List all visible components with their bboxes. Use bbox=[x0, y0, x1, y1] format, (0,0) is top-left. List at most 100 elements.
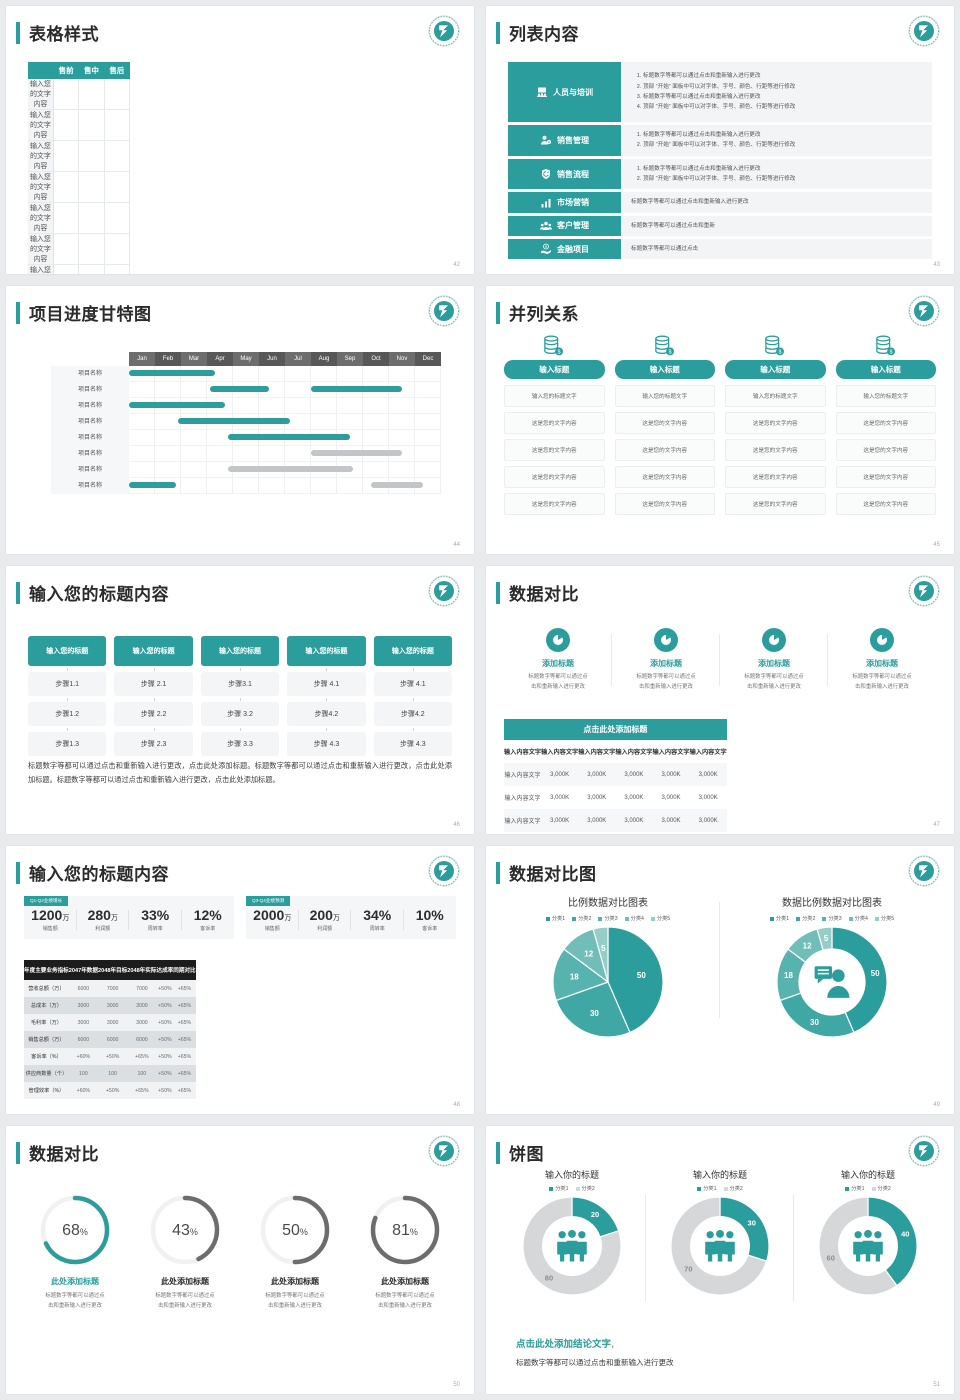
metric-card-title[interactable]: 添加标题 bbox=[758, 659, 790, 668]
step-item[interactable]: 步骤 4.3 bbox=[373, 728, 453, 756]
parallel-cell[interactable]: 输入您的标题文字 bbox=[725, 385, 826, 407]
list-item[interactable]: 市场营销 标题数字等都可以通过点击和重新输入进行更改 bbox=[508, 192, 932, 213]
step-item[interactable]: 步骤4.2 bbox=[373, 698, 453, 726]
step-column-head[interactable]: 输入您的标题 bbox=[287, 636, 366, 666]
parallel-cell[interactable]: 这是您的文字内容 bbox=[725, 439, 826, 461]
step-column-head[interactable]: 输入您的标题 bbox=[373, 636, 453, 666]
step-item[interactable]: 步骤 2.2 bbox=[114, 698, 193, 726]
step-item[interactable]: 步骤 4.1 bbox=[373, 668, 453, 696]
gantt-bar[interactable] bbox=[227, 434, 350, 440]
legend-entry[interactable]: 分类4 bbox=[624, 915, 644, 922]
gantt-row-label: 项目名称 bbox=[51, 413, 129, 430]
table-row: 输入您的文字内容 bbox=[28, 171, 131, 203]
page-title: 饼图 bbox=[509, 1145, 544, 1164]
parallel-column-title[interactable]: 输入标题 bbox=[725, 360, 826, 379]
legend-entry[interactable]: 分类5 bbox=[874, 915, 894, 922]
gantt-bar[interactable] bbox=[129, 370, 215, 376]
legend-entry[interactable]: 分类2 bbox=[871, 1185, 891, 1192]
gantt-bar[interactable] bbox=[370, 482, 423, 488]
legend-entry[interactable]: 分类3 bbox=[598, 915, 618, 922]
parallel-cell[interactable]: 输入您的标题文字 bbox=[835, 385, 936, 407]
list-item[interactable]: 客户管理 标题数字等都可以通过点击和重新 bbox=[508, 215, 932, 237]
list-item-label-4[interactable]: 客户管理 bbox=[508, 215, 621, 237]
step-item[interactable]: 步骤1.1 bbox=[28, 668, 107, 696]
ring-title[interactable]: 此处添加标题 bbox=[381, 1277, 429, 1286]
list-item-label-1[interactable]: 销售管理 bbox=[508, 125, 621, 156]
parallel-cell[interactable]: 输入您的标题文字 bbox=[504, 385, 605, 407]
parallel-cell[interactable]: 输入您的标题文字 bbox=[614, 385, 715, 407]
legend-entry[interactable]: 分类1 bbox=[697, 1185, 717, 1192]
step-item[interactable]: 步骤 3.2 bbox=[200, 698, 280, 726]
list-item[interactable]: 销售流程 标题数字等都可以通过点击和重新输入进行更改顶部 “开始” 面板中可以对字… bbox=[508, 158, 932, 190]
step-item[interactable]: 步骤1.2 bbox=[28, 698, 107, 726]
legend-entry[interactable]: 分类2 bbox=[796, 915, 815, 922]
data-cell: +65% bbox=[173, 980, 196, 997]
list-item-label-5[interactable]: ¥ 金融项目 bbox=[508, 239, 621, 260]
gantt-bar[interactable] bbox=[311, 386, 402, 392]
list-item-label-2[interactable]: 销售流程 bbox=[508, 158, 621, 190]
legend-entry[interactable]: 分类1 bbox=[845, 1185, 865, 1192]
step-item[interactable]: 步骤1.3 bbox=[28, 728, 107, 756]
step-item[interactable]: 步骤 2.3 bbox=[114, 728, 193, 756]
money-stack-icon: $ bbox=[543, 334, 565, 356]
parallel-cell[interactable]: 这是您的文字内容 bbox=[725, 493, 826, 515]
gantt-bar[interactable] bbox=[129, 482, 176, 488]
list-item[interactable]: 销售管理 标题数字等都可以通过点击和重新输入进行更改顶部 “开始” 面板中可以对字… bbox=[508, 125, 932, 156]
parallel-cell[interactable]: 这是您的文字内容 bbox=[835, 493, 936, 515]
step-column-head[interactable]: 输入您的标题 bbox=[200, 636, 280, 666]
parallel-cell[interactable]: 这是您的文字内容 bbox=[835, 466, 936, 488]
legend-entry[interactable]: 分类4 bbox=[848, 915, 868, 922]
parallel-column-title[interactable]: 输入标题 bbox=[504, 360, 605, 379]
parallel-cell[interactable]: 这是您的文字内容 bbox=[504, 439, 605, 461]
ring-title[interactable]: 此处添加标题 bbox=[161, 1277, 209, 1286]
list-item[interactable]: 人员与培训标题数字等都可以通过点击和重新输入进行更改顶部 “开始” 面板中可以对… bbox=[508, 62, 932, 122]
step-item[interactable]: 步骤 2.1 bbox=[114, 668, 193, 696]
legend-entry[interactable]: 分类2 bbox=[572, 915, 591, 922]
list-item-label-0[interactable]: 人员与培训 bbox=[508, 62, 621, 122]
chart-panel: 数据比例数据对比图表 分类1 分类2 分类3 分类4 分类5 50 30 18 12 5 bbox=[720, 894, 944, 1038]
chart-canvas: 50 30 18 12 5 bbox=[496, 926, 720, 1038]
legend-entry[interactable]: 分类2 bbox=[723, 1185, 743, 1192]
metric-card-title[interactable]: 添加标题 bbox=[650, 659, 682, 668]
parallel-cell[interactable]: 这是您的文字内容 bbox=[835, 412, 936, 434]
list-item-label-3[interactable]: 市场营销 bbox=[508, 192, 621, 213]
parallel-cell[interactable]: 这是您的文字内容 bbox=[504, 466, 605, 488]
metric-card-title[interactable]: 添加标题 bbox=[542, 659, 574, 668]
step-item[interactable]: 步骤3.1 bbox=[200, 668, 280, 696]
legend-entry[interactable]: 分类2 bbox=[575, 1185, 595, 1192]
ring-title[interactable]: 此处添加标题 bbox=[271, 1277, 319, 1286]
parallel-cell[interactable]: 这是您的文字内容 bbox=[504, 412, 605, 434]
gantt-bar[interactable] bbox=[178, 418, 291, 424]
kpi-item: 200万 利润额 bbox=[299, 908, 352, 932]
step-item[interactable]: 步骤 4.1 bbox=[287, 668, 366, 696]
list-bullet: 标题数字等都可以通过点击和重新输入进行更改 bbox=[643, 164, 922, 174]
parallel-cell[interactable]: 这是您的文字内容 bbox=[614, 493, 715, 515]
page-title: 列表内容 bbox=[509, 25, 579, 44]
ring-title[interactable]: 此处添加标题 bbox=[51, 1277, 99, 1286]
legend-entry[interactable]: 分类1 bbox=[545, 915, 565, 922]
parallel-cell[interactable]: 这是您的文字内容 bbox=[725, 412, 826, 434]
step-item[interactable]: 步骤4.2 bbox=[287, 698, 366, 726]
gantt-bar[interactable] bbox=[129, 402, 226, 408]
metric-card-title[interactable]: 添加标题 bbox=[866, 659, 898, 668]
gantt-bar[interactable] bbox=[311, 450, 402, 456]
gantt-bar[interactable] bbox=[209, 386, 270, 392]
legend-entry[interactable]: 分类3 bbox=[822, 915, 842, 922]
parallel-cell[interactable]: 这是您的文字内容 bbox=[835, 439, 936, 461]
step-column-head[interactable]: 输入您的标题 bbox=[114, 636, 193, 666]
parallel-cell[interactable]: 这是您的文字内容 bbox=[614, 412, 715, 434]
parallel-cell[interactable]: 这是您的文字内容 bbox=[504, 493, 605, 515]
parallel-cell[interactable]: 这是您的文字内容 bbox=[614, 466, 715, 488]
parallel-column-title[interactable]: 输入标题 bbox=[614, 360, 715, 379]
legend-entry[interactable]: 分类1 bbox=[769, 915, 789, 922]
step-column-head[interactable]: 输入您的标题 bbox=[28, 636, 107, 666]
step-item[interactable]: 步骤 3.3 bbox=[200, 728, 280, 756]
gantt-bar[interactable] bbox=[227, 466, 353, 472]
parallel-cell[interactable]: 这是您的文字内容 bbox=[614, 439, 715, 461]
legend-entry[interactable]: 分类5 bbox=[650, 915, 670, 922]
parallel-cell[interactable]: 这是您的文字内容 bbox=[725, 466, 826, 488]
legend-entry[interactable]: 分类1 bbox=[549, 1185, 569, 1192]
list-item[interactable]: ¥ 金融项目 标题数字等都可以通过点击 bbox=[508, 239, 932, 260]
parallel-column-title[interactable]: 输入标题 bbox=[835, 360, 936, 379]
step-item[interactable]: 步骤 4.3 bbox=[287, 728, 366, 756]
